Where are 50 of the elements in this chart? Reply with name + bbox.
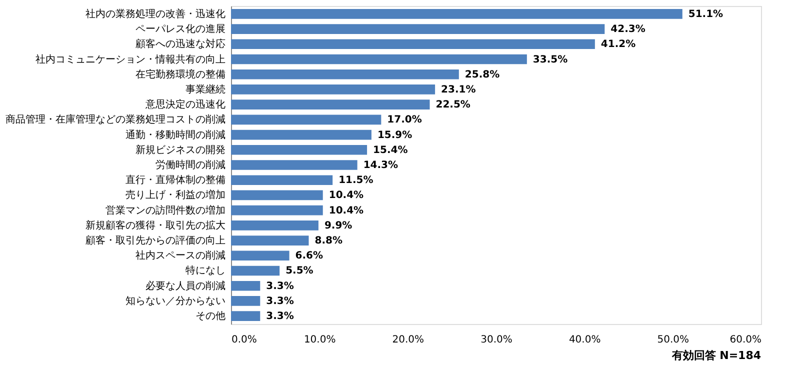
y-tick-label: 知らない／分からない xyxy=(126,294,226,307)
y-tick-label: 社内コミュニケーション・情報共有の向上 xyxy=(36,53,226,66)
data-label: 15.4% xyxy=(373,144,408,156)
data-label: 8.8% xyxy=(314,236,342,247)
data-label: 5.5% xyxy=(286,266,314,277)
x-tick-label: 0.0% xyxy=(232,334,257,346)
y-tick-label: 特になし xyxy=(186,264,226,277)
x-tick-label: 20.0% xyxy=(392,334,424,346)
x-tick-label: 50.0% xyxy=(657,334,690,346)
data-label: 23.1% xyxy=(441,84,476,96)
y-tick-label: 顧客への迅速な対応 xyxy=(136,38,226,50)
data-label: 10.4% xyxy=(328,205,364,216)
y-tick-label: 労働時間の削減 xyxy=(156,159,226,171)
data-label: 14.3% xyxy=(363,160,398,171)
y-tick-label: その他 xyxy=(196,310,226,322)
y-tick-label: 売り上げ・利益の増加 xyxy=(126,189,226,202)
text: 有効回答 N=184 xyxy=(670,349,762,362)
data-label: 11.5% xyxy=(338,175,374,186)
y-tick-label: 社内の業務処理の改善・迅速化 xyxy=(86,8,226,20)
data-label: 22.5% xyxy=(436,100,470,111)
data-label: 6.6% xyxy=(295,250,324,262)
y-tick-label: 顧客・取引先からの評価の向上 xyxy=(86,234,226,247)
y-tick-label: 営業マンの訪問件数の増加 xyxy=(106,204,226,216)
data-label: 17.0% xyxy=(387,114,422,126)
data-label: 3.3% xyxy=(266,296,294,307)
y-tick-label: 社内スペースの削減 xyxy=(136,250,226,262)
y-tick-label: 必要な人員の削減 xyxy=(146,280,226,292)
data-label: 3.3% xyxy=(266,280,294,292)
y-tick-label: ペーパレス化の進展 xyxy=(136,23,226,36)
y-tick-label: 在宅勤務環境の整備 xyxy=(136,68,226,80)
data-label: 3.3% xyxy=(266,311,294,322)
data-label: 10.4% xyxy=(328,190,364,202)
data-label: 42.3% xyxy=(610,24,646,36)
y-tick-label: 新規顧客の獲得・取引先の拡大 xyxy=(86,219,226,232)
x-tick-label: 10.0% xyxy=(304,334,336,346)
data-label: 51.1% xyxy=(688,8,724,20)
data-label: 15.9% xyxy=(377,130,412,141)
data-label: 25.8% xyxy=(464,69,500,80)
y-tick-label: 意思決定の迅速化 xyxy=(144,98,226,111)
data-label: 9.9% xyxy=(324,220,352,232)
y-tick-label: 事業継続 xyxy=(186,83,226,96)
y-tick-label: 商品管理・在庫管理などの業務処理コストの削減 xyxy=(6,114,226,126)
y-tick-label: 新規ビジネスの開発 xyxy=(136,144,226,156)
data-label: 33.5% xyxy=(532,54,568,66)
data-label: 41.2% xyxy=(600,39,636,50)
x-tick-label: 30.0% xyxy=(480,334,512,346)
x-tick-label: 40.0% xyxy=(568,334,601,346)
x-tick-label: 60.0% xyxy=(730,334,762,346)
y-tick-label: 通勤・移動時間の削減 xyxy=(126,128,226,141)
y-tick-label: 直行・直帰体制の整備 xyxy=(126,174,226,186)
